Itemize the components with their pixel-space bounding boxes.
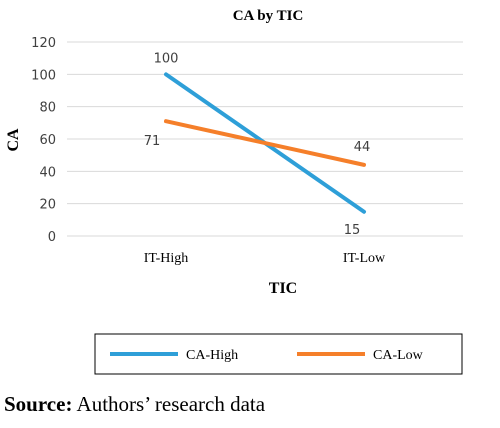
data-label: 71 [144,134,161,149]
y-tick-label: 20 [39,198,56,213]
data-label: 100 [154,51,179,66]
x-axis-title: TIC [269,280,297,297]
legend-label: CA-Low [373,348,424,363]
data-labels: 100 15 71 44 [144,51,371,237]
x-category-label: IT-Low [343,251,386,266]
y-tick-label: 100 [31,68,56,83]
legend-box [94,333,463,375]
y-axis-title: CA [5,128,22,152]
gridlines [67,41,463,237]
y-tick-label: 0 [48,230,56,245]
data-label: 44 [354,140,371,155]
legend-label: CA-High [186,348,238,363]
data-label: 15 [344,223,361,238]
source-note: Source: Authors’ research data [4,392,265,417]
series-lines [164,72,366,214]
series-line-ca-low [164,119,366,167]
y-axis-ticks: 0 20 40 60 80 100 120 [31,36,56,245]
x-category-label: IT-High [144,251,189,266]
source-label: Source: [4,392,73,416]
y-tick-label: 60 [39,133,56,148]
y-tick-label: 80 [39,101,56,116]
source-text: Authors’ research data [76,392,266,416]
y-tick-label: 120 [31,36,56,51]
chart-title: CA by TIC [233,8,304,24]
legend: CA-High CA-Low [110,348,424,363]
x-axis-categories: IT-High IT-Low [144,251,386,266]
y-tick-label: 40 [39,165,56,180]
